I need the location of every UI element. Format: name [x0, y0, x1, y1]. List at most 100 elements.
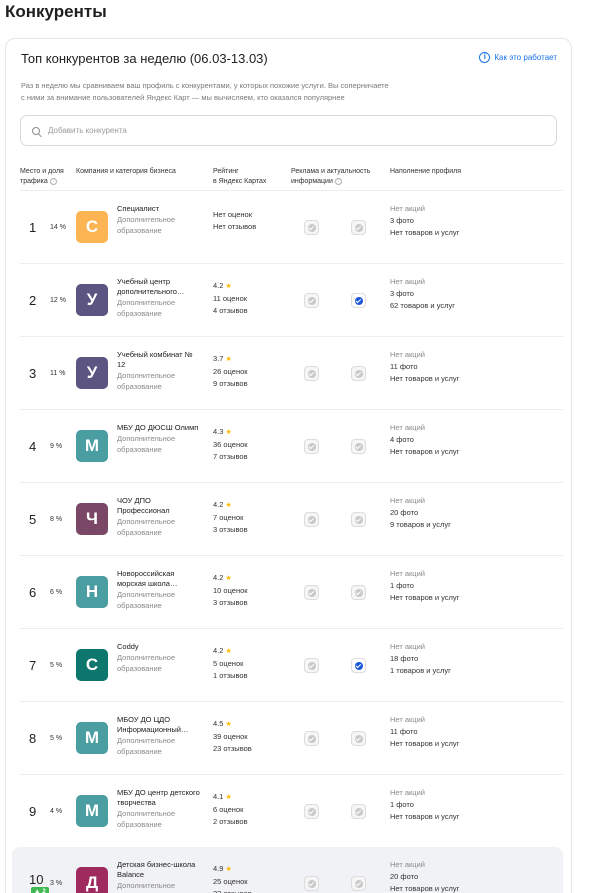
check-icon — [354, 807, 363, 816]
ratings-count: 6 оценок — [213, 805, 244, 814]
reviews-count: 23 отзывов — [213, 744, 252, 753]
company-info[interactable]: Новороссийская морская школа… Дополнител… — [117, 569, 201, 611]
place-number: 8 — [29, 731, 37, 746]
company-name[interactable]: МБОУ ДО ЦДО Информационный… — [117, 715, 189, 734]
profile-completeness: Нет акций 3 фото 62 товаров и услуг — [390, 276, 455, 312]
company-name[interactable]: Новороссийская морская школа… — [117, 569, 178, 588]
info-status-icon — [351, 220, 366, 235]
competitor-row[interactable]: 6 6 % Н Новороссийская морская школа… До… — [20, 555, 563, 628]
place-number: 6 — [29, 585, 37, 600]
company-name[interactable]: Coddy — [117, 642, 139, 651]
info-status-icon — [351, 658, 366, 673]
help-icon[interactable]: ? — [49, 177, 57, 185]
company-category: Дополнительное образование — [117, 881, 176, 893]
add-competitor-search[interactable] — [20, 115, 557, 146]
company-name[interactable]: ЧОУ ДПО Профессионал — [117, 496, 170, 515]
reviews-count: 9 отзывов — [213, 379, 248, 388]
rating-block: 4.2 ★ 10 оценок 3 отзывов — [213, 572, 248, 609]
goods-count: Нет товаров и услуг — [390, 228, 460, 237]
photos-count: 1 фото — [390, 581, 414, 590]
check-icon — [354, 661, 363, 670]
company-name[interactable]: Детская бизнес-школа Balance — [117, 860, 196, 879]
competitor-row[interactable]: 3 11 % У Учебный комбинат № 12 Дополните… — [20, 336, 563, 409]
company-category: Дополнительное образование — [117, 517, 176, 537]
company-info[interactable]: МБУ ДО ДЮСШ Олимп Дополнительное образов… — [117, 423, 201, 455]
promos-count: Нет акций — [390, 423, 425, 432]
description-line-2: с ними за внимание пользователей Яндекс … — [21, 93, 345, 102]
goods-count: Нет товаров и услуг — [390, 884, 460, 893]
check-icon — [354, 734, 363, 743]
company-info[interactable]: Coddy Дополнительное образование — [117, 642, 201, 674]
ads-status-icon — [304, 658, 319, 673]
help-icon[interactable]: ? — [334, 177, 342, 185]
company-name[interactable]: Учебный комбинат № 12 — [117, 350, 193, 369]
company-name[interactable]: МБУ ДО центр детского творчества — [117, 788, 200, 807]
rating-value: 3.7 — [213, 354, 224, 363]
traffic-share: 6 % — [50, 589, 63, 596]
check-icon — [354, 879, 363, 888]
company-info[interactable]: Учебный комбинат № 12 Дополнительное обр… — [117, 350, 201, 392]
company-category: Дополнительное образование — [117, 590, 176, 610]
company-info[interactable]: МБОУ ДО ЦДО Информационный… Дополнительн… — [117, 715, 201, 757]
place-number: 4 — [29, 439, 37, 454]
column-header-company: Компания и категория бизнеса — [76, 168, 176, 175]
company-info[interactable]: Детская бизнес-школа Balance Дополнитель… — [117, 860, 201, 893]
promos-count: Нет акций — [390, 860, 425, 869]
check-icon — [354, 296, 363, 305]
photos-count: 20 фото — [390, 508, 419, 517]
ratings-count: 11 оценок — [213, 294, 248, 303]
place-number: 9 — [29, 804, 37, 819]
place-number: 10 — [29, 872, 44, 887]
traffic-share: 14 % — [50, 224, 66, 231]
company-info[interactable]: ЧОУ ДПО Профессионал Дополнительное обра… — [117, 496, 201, 538]
check-icon — [307, 879, 316, 888]
competitor-row[interactable]: 2 12 % У Учебный центр дополнительного… … — [20, 263, 563, 336]
info-status-icon — [351, 876, 366, 891]
goods-count: Нет товаров и услуг — [390, 374, 460, 383]
competitor-row[interactable]: 8 5 % М МБОУ ДО ЦДО Информационный… Допо… — [20, 701, 563, 774]
competitor-row[interactable]: 5 8 % Ч ЧОУ ДПО Профессионал Дополнитель… — [20, 482, 563, 555]
competitor-row[interactable]: 10 3 % ▲ 2 Д Детская бизнес-школа Balanc… — [12, 847, 563, 893]
company-name[interactable]: Учебный центр дополнительного… — [117, 277, 185, 296]
reviews-count: Нет отзывов — [213, 222, 257, 231]
company-info[interactable]: Специалист Дополнительное образование — [117, 204, 201, 236]
competitor-row[interactable]: 9 4 % М МБУ ДО центр детского творчества… — [20, 774, 563, 847]
rating-block: 4.2 ★ 5 оценок 1 отзывов — [213, 645, 248, 682]
search-icon — [32, 126, 40, 135]
company-avatar: У — [76, 284, 108, 316]
info-status-icon — [351, 731, 366, 746]
competitors-card: Топ конкурентов за неделю (06.03-13.03) … — [5, 38, 572, 893]
how-it-works-label: Как это работает — [494, 53, 557, 62]
add-competitor-input[interactable] — [48, 126, 528, 135]
company-info[interactable]: Учебный центр дополнительного… Дополните… — [117, 277, 201, 319]
company-info[interactable]: МБУ ДО центр детского творчества Дополни… — [117, 788, 201, 830]
reviews-count: 7 отзывов — [213, 452, 248, 461]
ratings-count: 36 оценок — [213, 440, 248, 449]
competitor-row[interactable]: 7 5 % С Coddy Дополнительное образование… — [20, 628, 563, 701]
photos-count: 1 фото — [390, 800, 414, 809]
check-icon — [307, 588, 316, 597]
rating-value: 4.2 — [213, 646, 224, 655]
reviews-count: 4 отзывов — [213, 306, 248, 315]
how-it-works-link[interactable]: i Как это работает — [479, 52, 557, 63]
company-name[interactable]: Специалист — [117, 204, 160, 213]
profile-completeness: Нет акций 11 фото Нет товаров и услуг — [390, 714, 459, 750]
place-number: 2 — [29, 293, 37, 308]
rating-block: 4.2 ★ 7 оценок 3 отзывов — [213, 499, 248, 536]
place-number: 5 — [29, 512, 37, 527]
ratings-count: 39 оценок — [213, 732, 248, 741]
reviews-count: 22 отзывов — [213, 888, 252, 893]
ads-status-icon — [304, 439, 319, 454]
company-category: Дополнительное образование — [117, 434, 176, 454]
column-header-ads-line1: Реклама и актуальность — [291, 168, 371, 175]
traffic-share: 11 % — [50, 370, 66, 377]
company-category: Дополнительное образование — [117, 215, 176, 235]
goods-count: 9 товаров и услуг — [390, 520, 451, 529]
competitor-row[interactable]: 1 14 % С Специалист Дополнительное образ… — [20, 190, 563, 263]
competitor-row[interactable]: 4 9 % М МБУ ДО ДЮСШ Олимп Дополнительное… — [20, 409, 563, 482]
star-icon: ★ — [225, 648, 232, 655]
rating-block: 4.9 ★ 25 оценок 22 отзывов — [213, 863, 252, 893]
company-name[interactable]: МБУ ДО ДЮСШ Олимп — [117, 423, 199, 432]
company-avatar: Ч — [76, 503, 108, 535]
ads-status-icon — [304, 512, 319, 527]
